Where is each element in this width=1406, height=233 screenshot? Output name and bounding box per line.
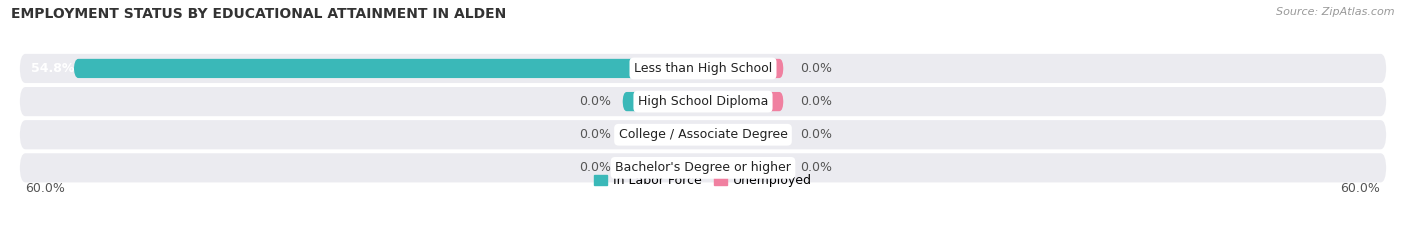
FancyBboxPatch shape (623, 125, 697, 144)
FancyBboxPatch shape (623, 92, 697, 111)
Text: 0.0%: 0.0% (579, 161, 612, 174)
FancyBboxPatch shape (623, 158, 697, 178)
FancyBboxPatch shape (20, 54, 1386, 83)
Text: Source: ZipAtlas.com: Source: ZipAtlas.com (1277, 7, 1395, 17)
FancyBboxPatch shape (709, 59, 783, 78)
FancyBboxPatch shape (20, 87, 1386, 116)
Text: 0.0%: 0.0% (579, 95, 612, 108)
FancyBboxPatch shape (709, 158, 783, 178)
Text: 0.0%: 0.0% (800, 161, 832, 174)
Text: Bachelor's Degree or higher: Bachelor's Degree or higher (614, 161, 792, 174)
Text: 54.8%: 54.8% (31, 62, 75, 75)
FancyBboxPatch shape (20, 120, 1386, 149)
Text: 0.0%: 0.0% (800, 95, 832, 108)
Text: 0.0%: 0.0% (579, 128, 612, 141)
FancyBboxPatch shape (20, 153, 1386, 182)
Text: College / Associate Degree: College / Associate Degree (619, 128, 787, 141)
Legend: In Labor Force, Unemployed: In Labor Force, Unemployed (589, 169, 817, 192)
FancyBboxPatch shape (73, 59, 703, 78)
Text: 60.0%: 60.0% (25, 182, 66, 195)
Text: 0.0%: 0.0% (800, 62, 832, 75)
Text: High School Diploma: High School Diploma (638, 95, 768, 108)
Text: 0.0%: 0.0% (800, 128, 832, 141)
Text: EMPLOYMENT STATUS BY EDUCATIONAL ATTAINMENT IN ALDEN: EMPLOYMENT STATUS BY EDUCATIONAL ATTAINM… (11, 7, 506, 21)
Text: Less than High School: Less than High School (634, 62, 772, 75)
Text: 60.0%: 60.0% (1340, 182, 1381, 195)
FancyBboxPatch shape (709, 125, 783, 144)
FancyBboxPatch shape (709, 92, 783, 111)
